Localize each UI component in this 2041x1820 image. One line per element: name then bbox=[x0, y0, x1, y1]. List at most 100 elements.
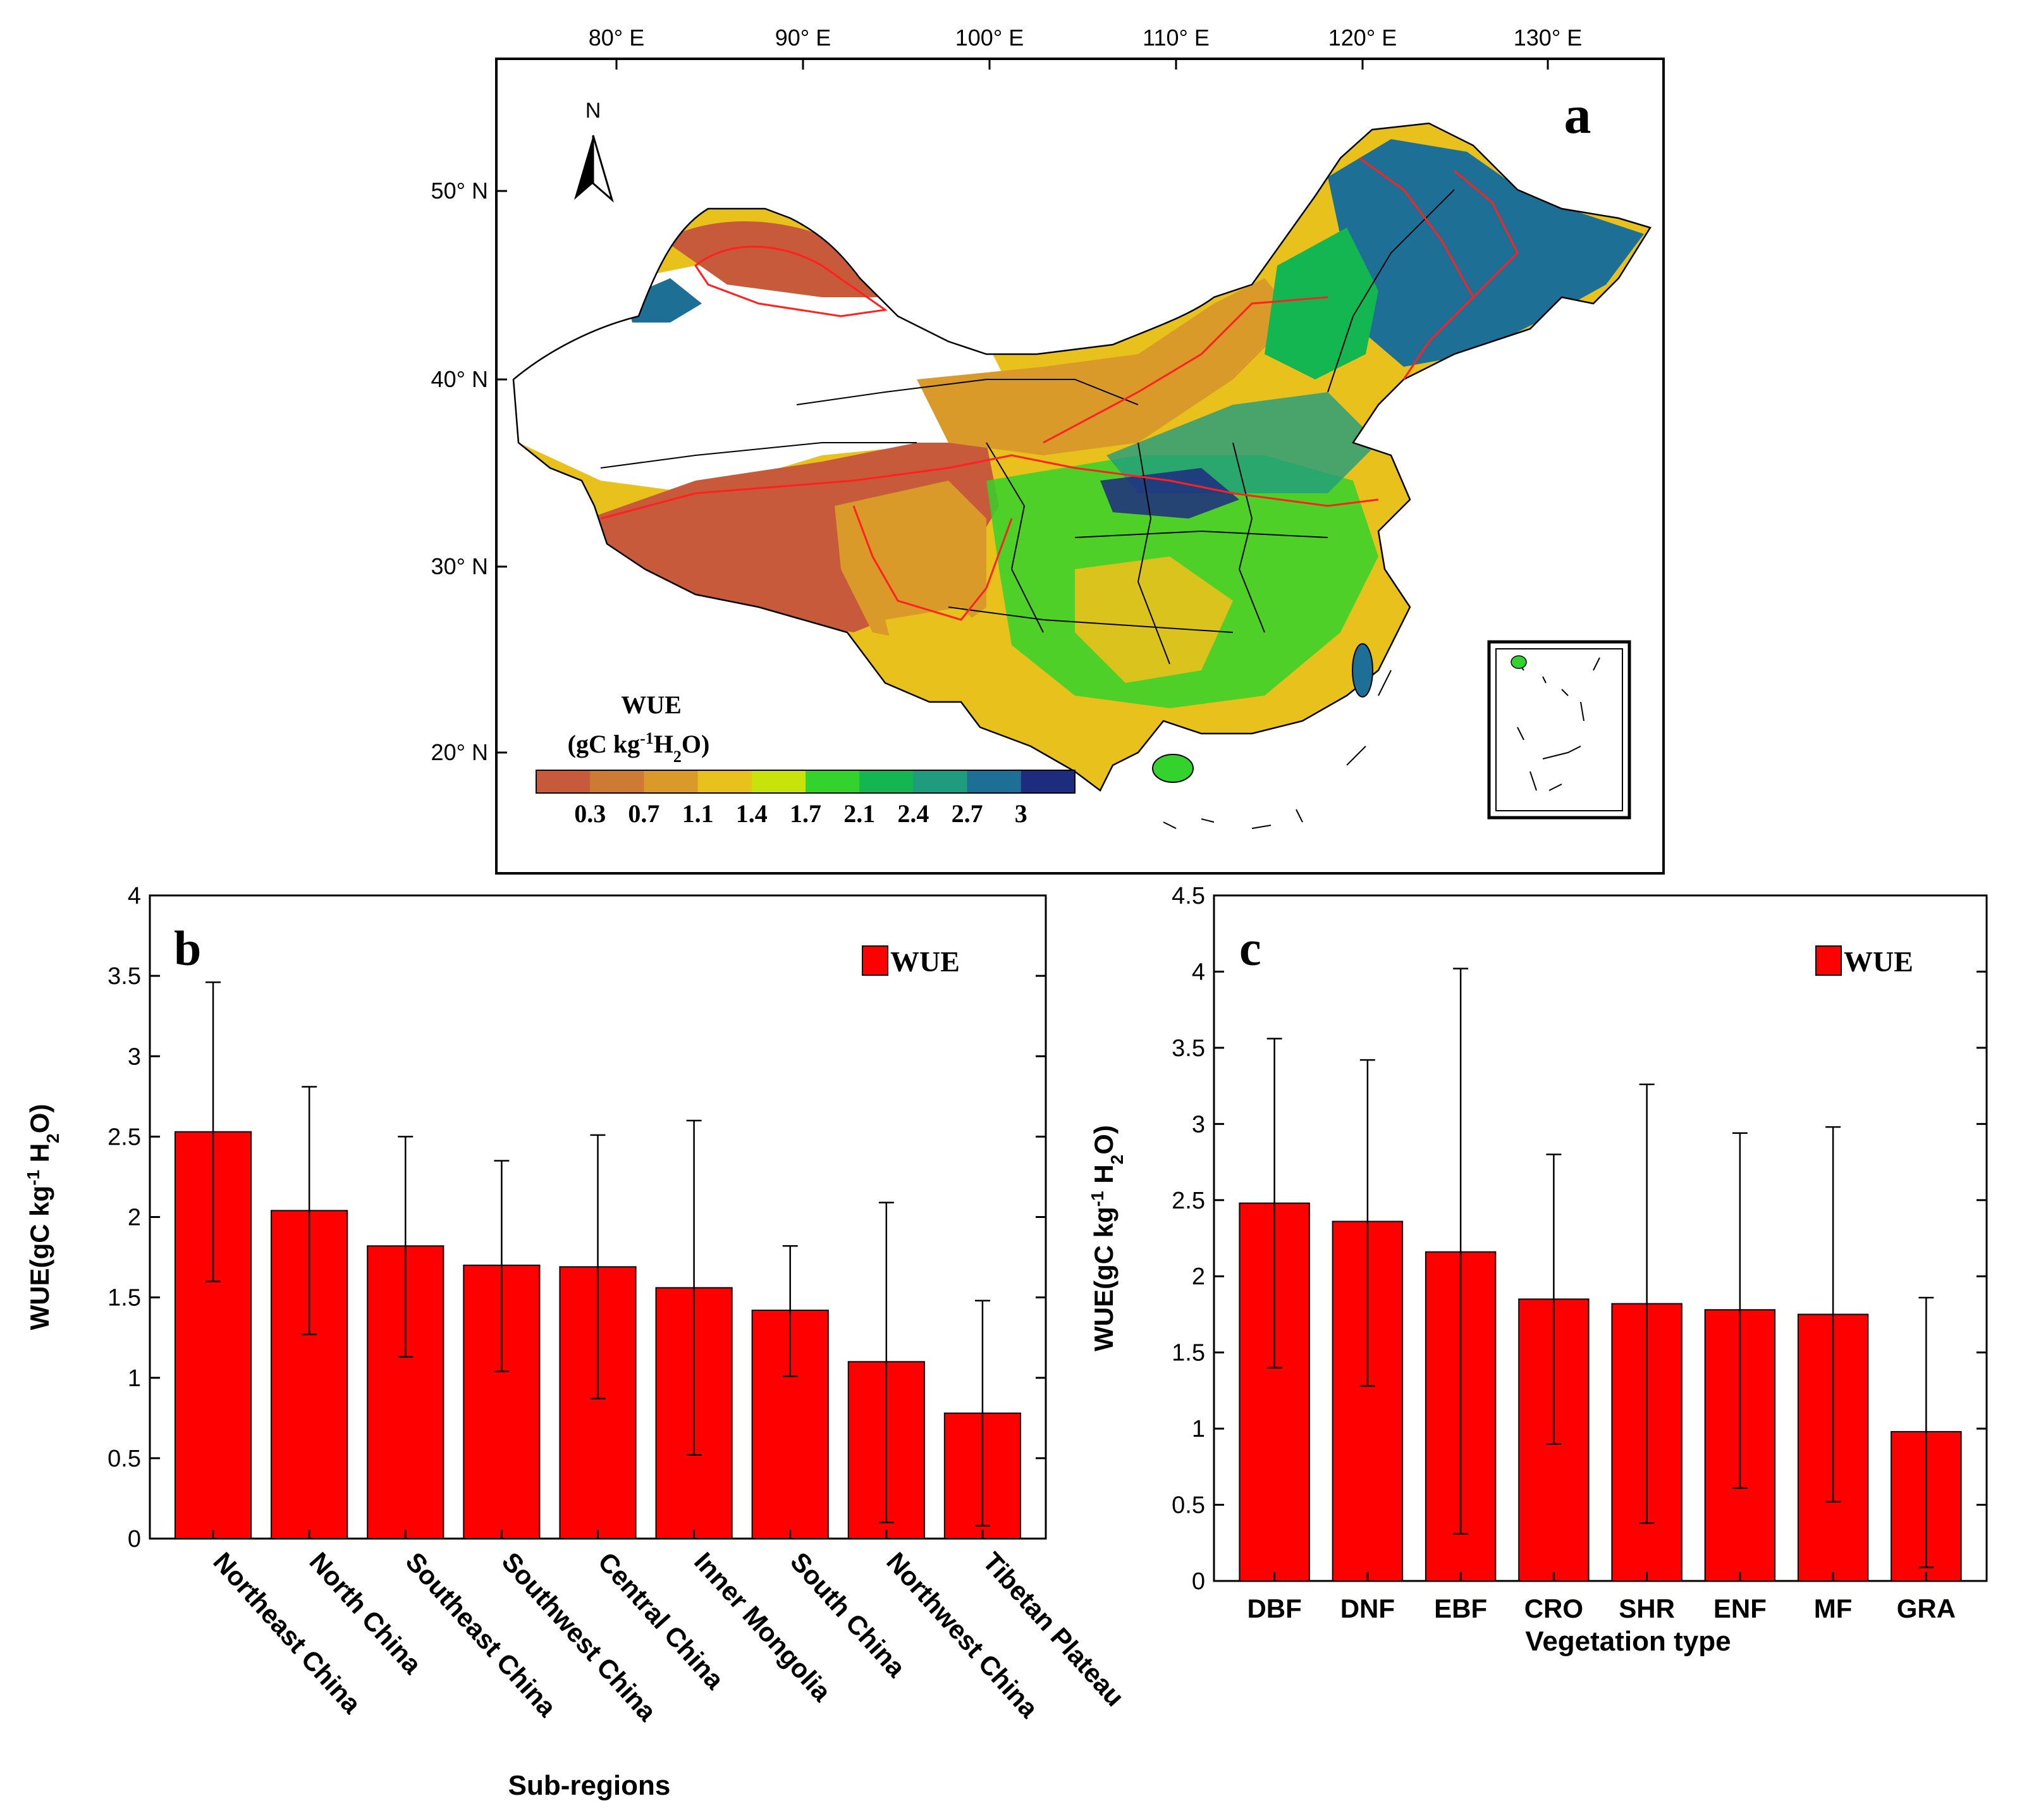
lon-tick-label: 120° E bbox=[1328, 25, 1397, 51]
x-tick-label: EBF bbox=[1434, 1594, 1487, 1623]
colorbar-swatch bbox=[1020, 770, 1076, 793]
map-region-south-yellow bbox=[1075, 556, 1233, 683]
colorbar-unit-part: (gC kg bbox=[568, 730, 640, 758]
y-tick-label: 4.5 bbox=[1172, 883, 1205, 909]
colorbar-tick-label: 1.4 bbox=[736, 799, 768, 828]
panel-c-chart: 0 0.5 1 1.5 2 2.5 3 3.5 4 4.5 DBF DNF EBF CRO SHR ENF MF… bbox=[1088, 883, 1988, 1657]
lat-tick-label: 20° N bbox=[431, 739, 488, 765]
x-axis-label: Vegetation type bbox=[1525, 1626, 1731, 1657]
colorbar-unit-subscript: 2 bbox=[673, 747, 682, 766]
lat-tick-label: 40° N bbox=[431, 366, 488, 392]
y-label-superscript: -1 bbox=[1088, 1191, 1107, 1207]
y-tick-label: 4 bbox=[128, 883, 141, 909]
y-tick-label: 1 bbox=[128, 1365, 141, 1392]
x-tick-label: DNF bbox=[1340, 1594, 1395, 1623]
y-label-part: O) bbox=[25, 1104, 54, 1134]
colorbar-swatch bbox=[967, 770, 1022, 793]
plot-frame bbox=[1213, 894, 1988, 1582]
y-tick-label: 2 bbox=[128, 1205, 141, 1231]
colorbar-tick-label: 2.7 bbox=[952, 799, 983, 828]
inset-inner-frame bbox=[1495, 648, 1623, 811]
y-label-part: WUE(gC kg bbox=[25, 1186, 54, 1331]
lat-tick-label: 30° N bbox=[431, 553, 488, 579]
x-axis-label: Sub-regions bbox=[508, 1770, 671, 1801]
y-tick-label: 1 bbox=[1192, 1416, 1205, 1442]
x-tick-label: ENF bbox=[1713, 1594, 1767, 1623]
map-region-northeast-green bbox=[1265, 228, 1378, 379]
subregion-boundaries bbox=[600, 157, 1519, 621]
colorbar-swatch bbox=[590, 770, 644, 793]
colorbar-title-line1: WUE bbox=[621, 691, 682, 719]
colorbar-unit-part: O) bbox=[682, 730, 709, 758]
south-sea-islands bbox=[1163, 670, 1392, 829]
y-tick-label: 1.5 bbox=[107, 1285, 141, 1312]
lat-tick-label: 50° N bbox=[431, 178, 488, 204]
y-tick-label: 2.5 bbox=[107, 1124, 141, 1150]
colorbar-border bbox=[536, 770, 1076, 794]
map-region-qinling bbox=[1100, 468, 1239, 519]
y-tick-label: 3.5 bbox=[107, 963, 141, 990]
y-tick-label: 2 bbox=[1192, 1264, 1205, 1290]
legend-label: WUE bbox=[890, 945, 960, 978]
legend-label: WUE bbox=[1844, 945, 1913, 978]
colorbar-tick-label: 0.3 bbox=[574, 799, 606, 828]
x-tick-label: SHR bbox=[1619, 1594, 1675, 1623]
map-region-northeast bbox=[1328, 139, 1644, 367]
colorbar-swatch bbox=[697, 770, 752, 793]
panel-a-map: 80° E 90° E 100° E 110° E 120° E 130° E 50° N… bbox=[431, 25, 1665, 875]
lon-tick-label: 90° E bbox=[775, 25, 831, 51]
y-axis-label: WUE(gC kg-1 H2O) bbox=[1088, 1125, 1127, 1351]
north-arrow-icon bbox=[574, 135, 614, 203]
y-tick-label: 1.5 bbox=[1172, 1340, 1205, 1367]
y-label-subscript: 2 bbox=[43, 1133, 63, 1143]
colorbar-swatch bbox=[751, 770, 806, 793]
colorbar-unit-part: H bbox=[654, 730, 673, 758]
map-region-sichuan-west bbox=[835, 481, 986, 645]
colorbar-tick-label: 1.1 bbox=[682, 799, 714, 828]
colorbar-swatch bbox=[913, 770, 968, 793]
map-region-north-china bbox=[1106, 392, 1378, 493]
latitude-ticks: 50° N 40° N 30° N 20° N bbox=[431, 178, 507, 765]
hainan-island bbox=[1152, 754, 1194, 783]
colorbar-tick-label: 1.7 bbox=[790, 799, 821, 828]
y-tick-label: 2.5 bbox=[1172, 1188, 1205, 1214]
y-label-subscript: 2 bbox=[1107, 1155, 1127, 1165]
y-tick-label: 3 bbox=[128, 1043, 141, 1070]
y-axis-label: WUE(gC kg-1 H2O) bbox=[23, 1104, 63, 1331]
x-tick-label: MF bbox=[1814, 1594, 1853, 1623]
colorbar-tick-label: 0.7 bbox=[628, 799, 659, 828]
x-tick-label: GRA bbox=[1897, 1594, 1956, 1623]
taiwan-island bbox=[1352, 643, 1373, 698]
panel-label: c bbox=[1239, 921, 1261, 976]
y-tick-label: 0.5 bbox=[1172, 1492, 1205, 1519]
y-tick-label: 0 bbox=[128, 1526, 141, 1553]
lon-tick-label: 110° E bbox=[1143, 25, 1210, 51]
map-region-inner-mongolia bbox=[917, 278, 1296, 455]
y-label-part: WUE(gC kg bbox=[1089, 1207, 1119, 1351]
colorbar-swatch bbox=[644, 770, 699, 793]
y-label-part: H bbox=[1089, 1164, 1119, 1191]
colorbar-swatch bbox=[536, 770, 591, 793]
colorbar-title-line2: (gC kg-1H2O) bbox=[568, 729, 710, 766]
y-tick-label: 0 bbox=[1192, 1568, 1205, 1595]
y-tick-label: 4 bbox=[1192, 959, 1205, 985]
lon-tick-label: 100° E bbox=[955, 25, 1024, 51]
south-china-sea-inset bbox=[1487, 640, 1631, 820]
panel-a-label: a bbox=[1564, 84, 1591, 145]
x-tick-label: CRO bbox=[1524, 1594, 1583, 1623]
lon-tick-label: 130° E bbox=[1514, 25, 1582, 51]
colorbar-swatch bbox=[806, 770, 860, 793]
colorbar-tick-label: 2.4 bbox=[897, 799, 929, 828]
y-tick-label: 3 bbox=[1192, 1111, 1205, 1138]
north-label: N bbox=[585, 99, 601, 123]
inset-hainan bbox=[1511, 655, 1527, 669]
colorbar-unit-superscript: -1 bbox=[640, 729, 654, 747]
colorbar-tick-label: 3 bbox=[1015, 799, 1027, 828]
y-label-part: H bbox=[25, 1143, 54, 1170]
panel-label: b bbox=[174, 921, 201, 976]
china-outline bbox=[512, 122, 1652, 792]
longitude-ticks: 80° E 90° E 100° E 110° E 120° E 130° E bbox=[589, 25, 1582, 70]
y-tick-label: 3.5 bbox=[1172, 1035, 1205, 1062]
